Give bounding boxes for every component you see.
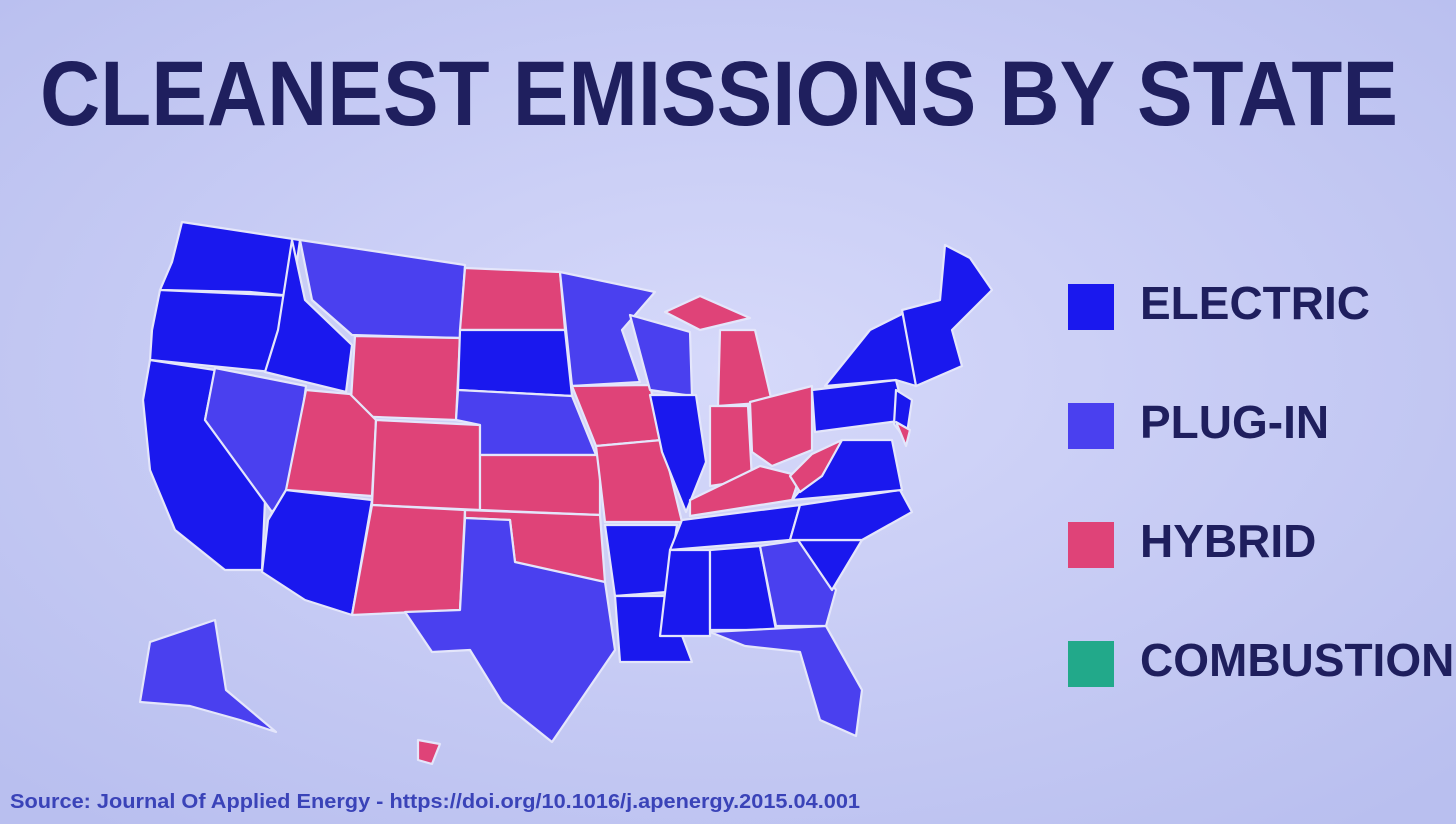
state-shape — [348, 334, 462, 422]
legend: ELECTRIC PLUG-IN HYBRID COMBUSTION — [1068, 277, 1454, 687]
state-shape — [148, 288, 294, 374]
state-shape — [416, 738, 442, 766]
state-shape — [478, 453, 602, 517]
legend-label: PLUG-IN — [1140, 396, 1329, 448]
title: CLEANEST EMISSIONS BY STATE — [40, 43, 1398, 145]
state-shape — [788, 488, 914, 542]
legend-swatch — [1068, 403, 1114, 449]
state-shape — [456, 328, 574, 398]
state-shape — [370, 418, 482, 512]
legend-label: HYBRID — [1140, 515, 1316, 567]
state-shape — [663, 294, 752, 332]
state-shape — [260, 488, 374, 617]
state-shape — [900, 243, 994, 388]
state-shape — [263, 238, 354, 394]
state-shape — [648, 393, 708, 514]
state-shape — [558, 270, 657, 388]
state-shape — [350, 503, 467, 617]
legend-label: ELECTRIC — [1140, 277, 1370, 329]
state-shape — [894, 420, 912, 448]
us-map — [138, 220, 994, 766]
state-shape — [403, 516, 617, 744]
state-shape — [688, 464, 802, 518]
state-shape — [748, 384, 814, 468]
source: Source: Journal Of Applied Energy - http… — [10, 791, 860, 813]
state-shape — [458, 266, 567, 332]
state-shape — [138, 618, 278, 734]
legend-swatch — [1068, 641, 1114, 687]
state-shape — [658, 548, 712, 638]
legend-swatch — [1068, 522, 1114, 568]
legend-swatch — [1068, 284, 1114, 330]
legend-label: COMBUSTION — [1140, 634, 1454, 686]
state-shape — [788, 438, 844, 494]
state-shape — [708, 624, 864, 738]
